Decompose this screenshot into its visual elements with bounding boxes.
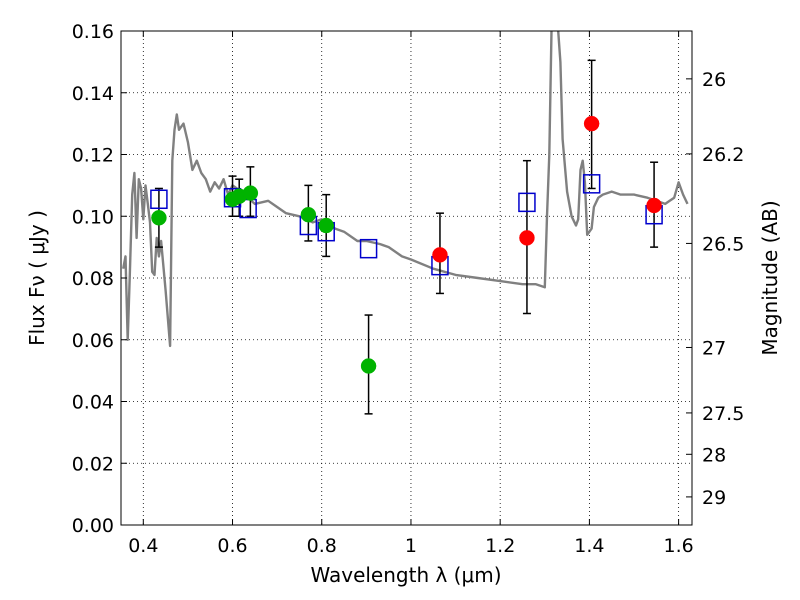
x-axis-label: Wavelength λ (μm) xyxy=(310,563,501,587)
model-square xyxy=(359,238,378,259)
y-tick-label: 0.04 xyxy=(72,392,114,414)
spectrum-layer xyxy=(122,31,689,348)
y-tick-label: 0.02 xyxy=(72,453,114,475)
x-tick-label: 0.6 xyxy=(217,535,247,557)
red-point xyxy=(646,197,662,214)
y2-tick-label: 28 xyxy=(702,444,726,466)
y-tick-label: 0.12 xyxy=(72,145,114,167)
red-point xyxy=(432,247,448,263)
y-tick-label: 0.16 xyxy=(72,21,114,43)
y2-tick-label: 26.5 xyxy=(702,233,744,255)
red-point xyxy=(519,230,535,246)
x-tick-label: 1.6 xyxy=(664,535,694,557)
y2-tick-label: 27 xyxy=(702,337,726,359)
y-tick-label: 0.00 xyxy=(72,515,114,537)
y-tick-label: 0.14 xyxy=(72,83,114,105)
y2-tick-label: 27.5 xyxy=(702,403,744,425)
y2-tick-label: 26.2 xyxy=(702,144,744,166)
y-tick-label: 0.10 xyxy=(72,206,114,228)
y-tick-label: 0.06 xyxy=(72,330,114,352)
green-point xyxy=(360,358,377,374)
y-tick-label: 0.08 xyxy=(72,268,114,290)
green-point xyxy=(300,206,317,223)
x-tick-label: 0.8 xyxy=(307,535,337,557)
spectrum-line xyxy=(122,31,689,348)
observed-points xyxy=(151,115,662,374)
red-point xyxy=(583,115,600,132)
y2-tick-label: 29 xyxy=(702,487,726,509)
model-square xyxy=(582,174,601,194)
y2-axis-label: Magnitude (AB) xyxy=(758,200,782,355)
x-tick-label: 1 xyxy=(405,535,417,557)
x-tick-label: 0.4 xyxy=(128,535,158,557)
x-tick-label: 1.4 xyxy=(574,535,604,557)
axes-layer: 0.4 0.6 0.8 1 1.2 1.4 1.6 0.00 0.02 0.04 0.06 0.08 0… xyxy=(72,21,745,557)
y2-tick-label: 26 xyxy=(702,69,726,91)
y-axis-label: Flux Fν ( μJy ) xyxy=(25,210,49,346)
model-square xyxy=(518,192,536,213)
green-point xyxy=(242,185,259,201)
green-point xyxy=(318,217,334,234)
model-square xyxy=(150,189,168,210)
x-tick-label: 1.2 xyxy=(485,535,515,557)
green-point xyxy=(151,210,167,226)
